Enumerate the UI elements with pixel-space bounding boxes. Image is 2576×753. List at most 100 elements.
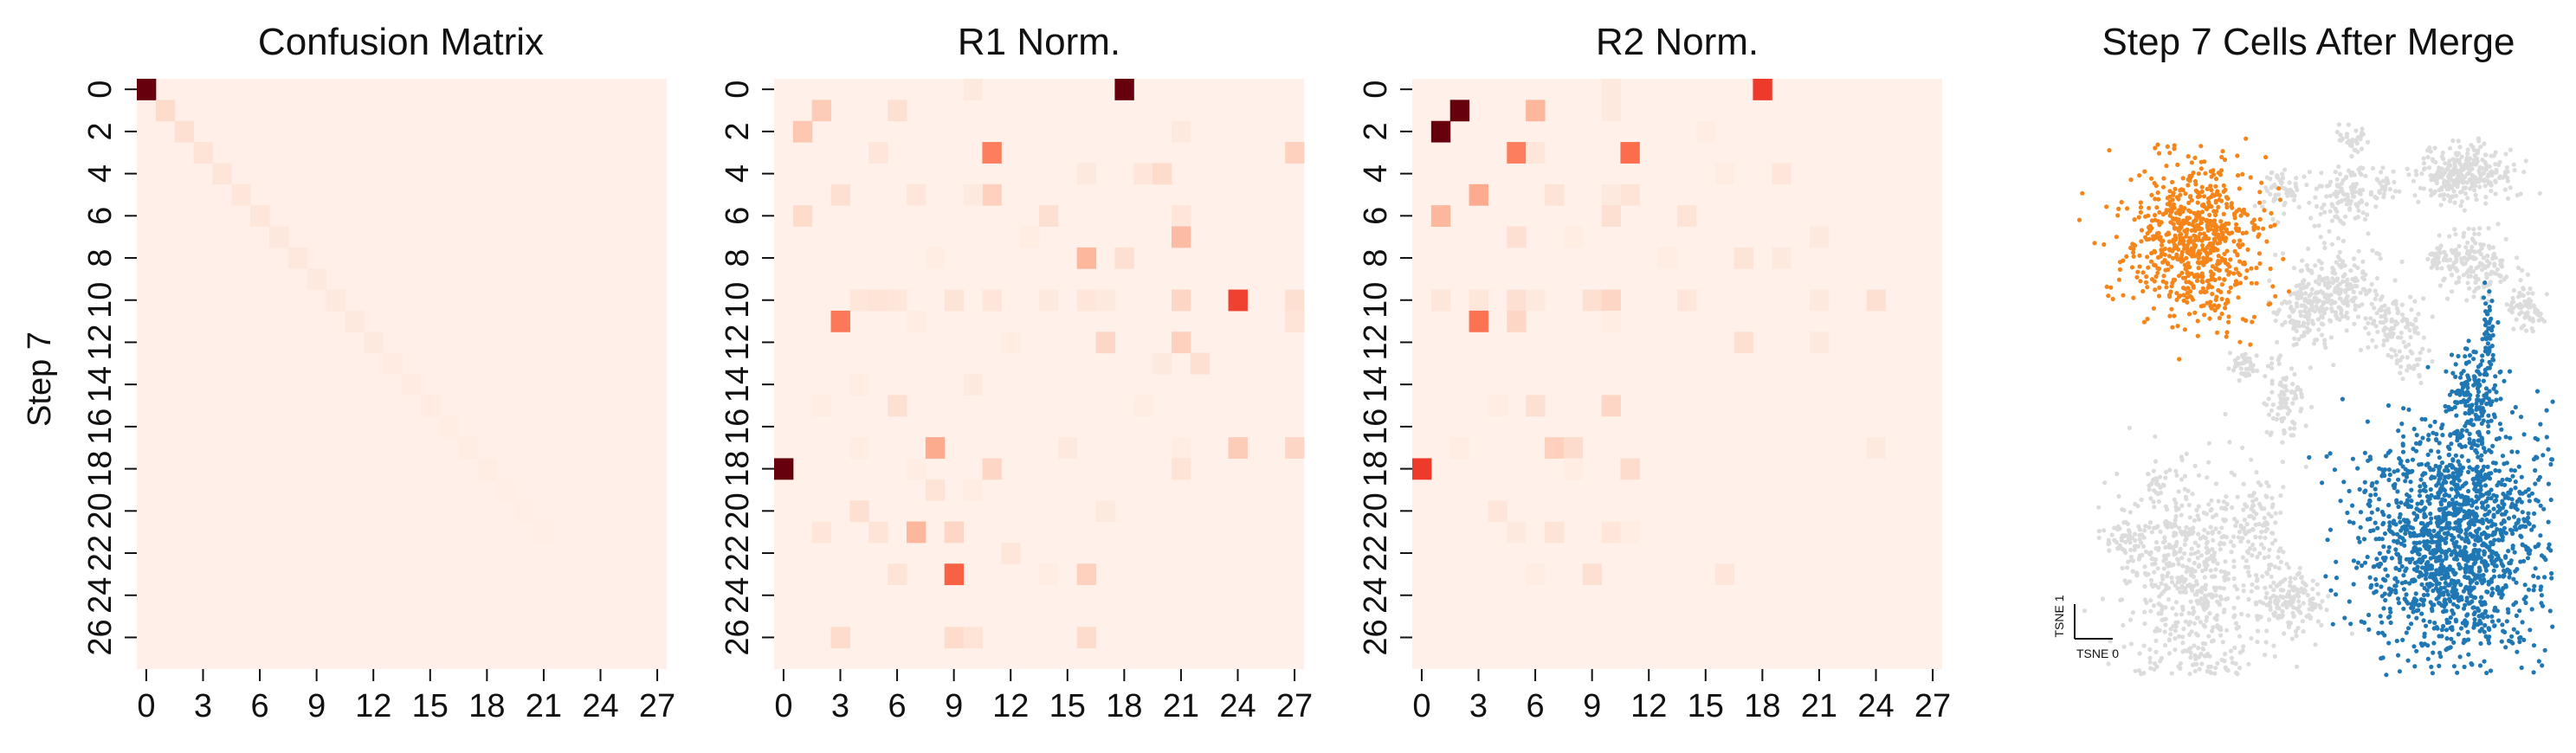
scatter-point bbox=[2241, 481, 2246, 486]
scatter-point bbox=[2496, 468, 2502, 473]
x-tick-label: 18 bbox=[468, 688, 505, 724]
scatter-point bbox=[2294, 292, 2299, 297]
scatter-point bbox=[2386, 450, 2391, 455]
scatter-point bbox=[2250, 367, 2255, 372]
scatter-point bbox=[2449, 578, 2455, 583]
scatter-point bbox=[2247, 493, 2252, 499]
x-tick-label: 0 bbox=[1412, 688, 1430, 724]
scatter-point bbox=[2303, 582, 2308, 588]
scatter-point bbox=[2188, 654, 2193, 660]
scatter-point bbox=[2505, 169, 2510, 174]
scatter-point bbox=[2194, 582, 2199, 587]
scatter-point bbox=[2238, 366, 2244, 371]
scatter-point bbox=[2345, 510, 2350, 516]
scatter-point bbox=[2276, 361, 2282, 366]
scatter-point bbox=[2162, 535, 2167, 540]
scatter-point bbox=[2527, 493, 2532, 499]
scatter-point bbox=[2342, 615, 2347, 621]
scatter-point bbox=[2418, 380, 2424, 386]
scatter-point bbox=[2230, 660, 2235, 666]
scatter-point bbox=[2425, 656, 2431, 661]
scatter-point bbox=[2411, 605, 2416, 610]
scatter-point bbox=[2365, 212, 2370, 217]
scatter-point bbox=[2421, 597, 2427, 602]
scatter-point bbox=[2477, 663, 2483, 668]
y-tick-label: 16 bbox=[720, 409, 756, 445]
scatter-point bbox=[2170, 606, 2175, 611]
scatter-point bbox=[2443, 598, 2448, 603]
scatter-point bbox=[2269, 531, 2275, 536]
scatter-point bbox=[2260, 574, 2265, 579]
scatter-point bbox=[2434, 625, 2439, 630]
scatter-point bbox=[2233, 621, 2239, 626]
scatter-point bbox=[2179, 503, 2185, 508]
scatter-point bbox=[2358, 290, 2363, 295]
scatter-point bbox=[2448, 195, 2453, 201]
heatmap-cell bbox=[1620, 142, 1640, 164]
scatter-point bbox=[2444, 369, 2449, 374]
scatter-point bbox=[2176, 634, 2182, 639]
scatter-point bbox=[2241, 261, 2246, 267]
scatter-point bbox=[2541, 506, 2547, 512]
scatter-point bbox=[2208, 304, 2213, 309]
scatter-point bbox=[2202, 653, 2207, 659]
scatter-point bbox=[2368, 585, 2373, 590]
scatter-point bbox=[2476, 264, 2481, 269]
scatter-point bbox=[2425, 592, 2431, 597]
scatter-point bbox=[2271, 611, 2276, 616]
scatter-point bbox=[2469, 662, 2475, 667]
scatter-point bbox=[2421, 186, 2426, 191]
scatter-point bbox=[2396, 596, 2401, 602]
scatter-point bbox=[2355, 215, 2360, 220]
scatter-point bbox=[2476, 231, 2482, 236]
scatter-point bbox=[2463, 410, 2468, 416]
scatter-point bbox=[2242, 525, 2247, 531]
scatter-point bbox=[2536, 659, 2541, 664]
scatter-point bbox=[2538, 503, 2543, 508]
scatter-point bbox=[2450, 370, 2456, 376]
scatter-point bbox=[2264, 628, 2269, 634]
scatter-point bbox=[2356, 208, 2361, 213]
scatter-point bbox=[2129, 535, 2134, 541]
scatter-point bbox=[2185, 583, 2191, 589]
scatter-point bbox=[2101, 241, 2107, 248]
scatter-point bbox=[2264, 494, 2269, 499]
scatter-point bbox=[2459, 154, 2464, 159]
scatter-point bbox=[2424, 623, 2429, 628]
scatter-point bbox=[2407, 328, 2412, 333]
scatter-point bbox=[2538, 587, 2543, 592]
scatter-point bbox=[2138, 209, 2143, 215]
scatter-point bbox=[2442, 249, 2447, 254]
scatter-point bbox=[2471, 585, 2476, 590]
heatmap-cell bbox=[1076, 289, 1097, 312]
scatter-point bbox=[2307, 170, 2312, 175]
scatter-point bbox=[2324, 293, 2330, 298]
scatter-point bbox=[2400, 376, 2405, 382]
heatmap-cell bbox=[1469, 310, 1488, 332]
scatter-point bbox=[2222, 157, 2228, 163]
scatter-point bbox=[2421, 602, 2426, 608]
scatter-point bbox=[2252, 547, 2257, 552]
scatter-point bbox=[2221, 189, 2226, 194]
y-tick-label: 16 bbox=[1358, 409, 1394, 445]
scatter-point bbox=[2314, 203, 2320, 209]
scatter-point bbox=[2240, 536, 2245, 541]
scatter-point bbox=[2161, 176, 2166, 181]
scatter-point bbox=[2523, 489, 2528, 494]
scatter-point bbox=[2142, 169, 2147, 174]
scatter-point bbox=[2211, 272, 2216, 277]
scatter-point bbox=[2386, 402, 2392, 409]
scatter-point bbox=[2323, 574, 2328, 579]
scatter-point bbox=[2277, 197, 2283, 203]
scatter-point bbox=[2140, 288, 2146, 294]
scatter-point bbox=[2238, 539, 2244, 544]
scatter-point bbox=[2263, 155, 2269, 160]
scatter-point bbox=[2392, 179, 2397, 185]
scatter-point bbox=[2404, 474, 2410, 479]
scatter-point bbox=[2366, 331, 2372, 336]
scatter-point bbox=[2500, 477, 2505, 483]
scatter-point bbox=[2327, 193, 2333, 198]
scatter-point bbox=[2464, 498, 2469, 503]
scatter-point bbox=[2397, 349, 2402, 354]
scatter-point bbox=[2463, 191, 2469, 196]
